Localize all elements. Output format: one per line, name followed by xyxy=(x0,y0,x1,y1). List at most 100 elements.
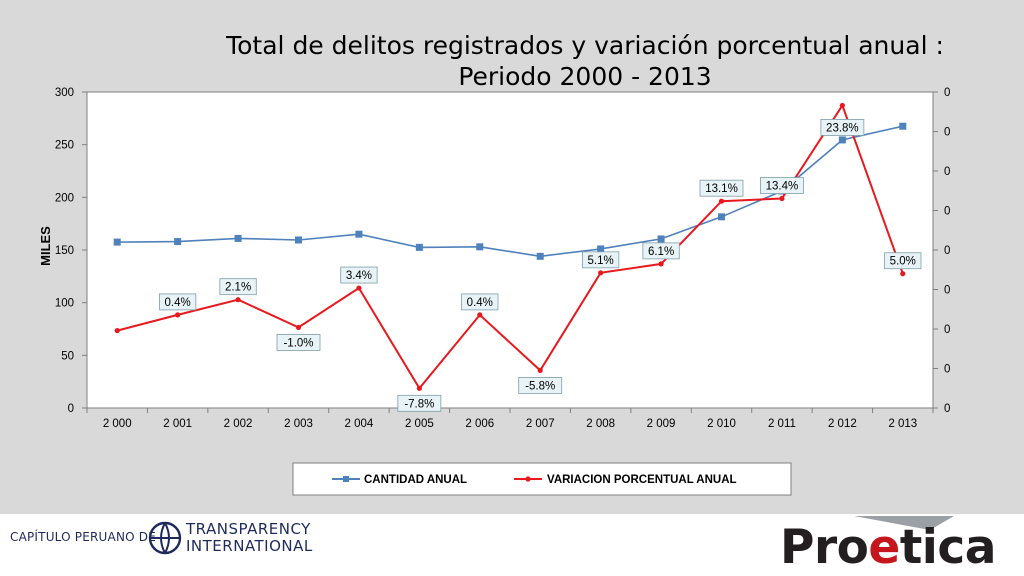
data-label-text: -1.0% xyxy=(283,337,313,349)
x-tick-label: 2 012 xyxy=(828,418,857,430)
data-label-box xyxy=(699,179,744,197)
point-variacion xyxy=(477,312,483,318)
x-tick-label: 2 002 xyxy=(224,418,253,430)
data-label: -1.0% xyxy=(276,334,321,351)
data-label-text: 3.4% xyxy=(346,270,372,282)
x-tick-label: 2 011 xyxy=(768,418,796,430)
data-label: 0.4% xyxy=(461,293,499,311)
data-label-box xyxy=(276,334,321,351)
data-label: 13.4% xyxy=(760,177,804,194)
chart-title-line1: Total de delitos registrados y variación… xyxy=(226,31,944,60)
data-label-box xyxy=(518,377,563,394)
transparency-international-text: TRANSPARENCY INTERNATIONAL xyxy=(186,521,313,555)
x-tick-label: 2 004 xyxy=(345,418,374,430)
x-tick-label: 2 005 xyxy=(405,418,434,430)
point-variacion xyxy=(356,285,362,291)
x-tick-label: 2 010 xyxy=(707,418,736,430)
ti-line1: TRANSPARENCY xyxy=(186,520,311,538)
chart: 2 000 2 001 2 002 2 003 2 004 2 005 2 006 2 007… xyxy=(38,87,951,496)
point-cantidad xyxy=(234,234,242,242)
y-axis-label: MILES xyxy=(38,226,53,266)
series-line-cantidad xyxy=(117,125,903,258)
data-label-text: 6.1% xyxy=(648,246,674,258)
data-label-box xyxy=(642,242,680,260)
point-variacion xyxy=(416,385,422,391)
y2-tick-label: 0 xyxy=(944,166,950,178)
point-cantidad xyxy=(174,238,182,246)
proetica-logo: Proetica xyxy=(780,522,996,574)
data-label-text: 0.4% xyxy=(467,297,493,309)
y-tick-label: 150 xyxy=(55,245,74,257)
y-tick-label: 300 xyxy=(55,87,74,99)
data-label: 0.4% xyxy=(159,293,197,311)
y2-tick-label: 0 xyxy=(944,285,950,297)
data-label-text: -5.8% xyxy=(525,380,555,392)
y-tick-label: 0 xyxy=(68,403,74,415)
point-variacion xyxy=(779,195,785,202)
point-cantidad xyxy=(536,252,544,260)
proetica-text-pre: Pro xyxy=(780,520,869,575)
data-label: 2.1% xyxy=(219,278,257,296)
x-tick-label: 2 000 xyxy=(103,418,132,430)
series-line-variacion xyxy=(116,103,904,391)
y2-tick-label: 0 xyxy=(944,245,950,257)
point-cantidad xyxy=(113,238,121,246)
y2-tick-label: 0 xyxy=(944,403,950,415)
chart-title-line2: Periodo 2000 - 2013 xyxy=(458,62,712,91)
data-label-text: 0.4% xyxy=(165,297,191,309)
point-cantidad xyxy=(476,243,484,251)
x-tick-label: 2 009 xyxy=(647,418,676,430)
legend-marker-variacion xyxy=(525,476,531,482)
proetica-text-post: tica xyxy=(899,520,997,575)
data-label: 23.8% xyxy=(820,119,865,136)
data-label: -5.8% xyxy=(518,377,563,394)
data-label-text: 13.1% xyxy=(705,183,738,195)
proetica-logo-mark-icon xyxy=(854,516,954,530)
plot-area xyxy=(86,91,934,409)
y-tick-label: 50 xyxy=(61,350,74,362)
chart-title: Total de delitos registrados y variación… xyxy=(160,30,1010,92)
point-cantidad xyxy=(657,235,665,243)
data-label-text: 23.8% xyxy=(826,122,859,134)
data-label-box xyxy=(760,177,804,194)
point-variacion xyxy=(658,261,664,267)
point-variacion xyxy=(718,198,725,204)
point-cantidad xyxy=(355,230,363,238)
point-variacion xyxy=(295,324,302,331)
transparency-international-logo-icon xyxy=(148,521,182,555)
point-variacion xyxy=(235,297,241,303)
x-tick-label: 2 001 xyxy=(163,418,192,430)
axes: 2 000 2 001 2 002 2 003 2 004 2 005 2 006 2 007… xyxy=(55,87,951,430)
point-variacion xyxy=(537,367,543,374)
data-label: 5.1% xyxy=(582,251,620,269)
point-cantidad xyxy=(415,243,423,251)
y2-tick-label: 0 xyxy=(944,87,950,99)
capitulo-peruano-text: CAPÍTULO PERUANO DE xyxy=(10,530,157,544)
data-label-box xyxy=(820,119,865,136)
series-variacion-porcentual xyxy=(114,102,906,391)
legend-marker-cantidad xyxy=(343,476,349,482)
x-tick-label: 2 003 xyxy=(284,418,313,430)
data-label-box xyxy=(219,278,257,296)
data-label-box xyxy=(461,293,499,311)
data-label: 13.1% xyxy=(699,179,744,197)
data-label-box xyxy=(582,251,620,269)
point-variacion xyxy=(900,271,906,277)
x-tick-label: 2 007 xyxy=(526,418,555,430)
y2-tick-label: 0 xyxy=(944,206,950,218)
legend-label-variacion: VARIACION PORCENTUAL ANUAL xyxy=(547,474,737,486)
data-label: 3.4% xyxy=(340,266,378,284)
data-label-box xyxy=(884,252,922,270)
point-cantidad xyxy=(838,136,846,144)
point-variacion xyxy=(175,312,181,318)
y2-tick-label: 0 xyxy=(944,364,950,376)
x-tick-label: 2 013 xyxy=(888,418,917,430)
point-cantidad xyxy=(295,236,302,244)
series-cantidad-anual xyxy=(113,122,907,260)
data-label-text: 13.4% xyxy=(766,181,799,193)
ti-line2: INTERNATIONAL xyxy=(186,537,313,555)
data-label-text: 5.1% xyxy=(588,255,614,267)
data-label-text: 5.0% xyxy=(890,256,916,268)
point-cantidad xyxy=(597,245,605,253)
point-cantidad xyxy=(718,213,725,221)
